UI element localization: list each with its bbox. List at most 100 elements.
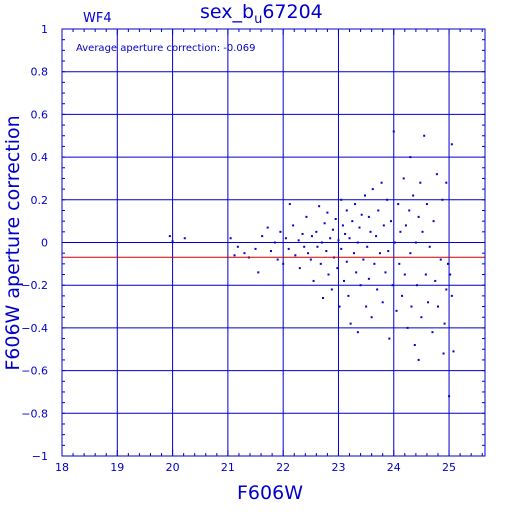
data-point xyxy=(378,252,381,255)
data-point xyxy=(365,305,368,308)
data-point xyxy=(310,235,313,238)
data-point xyxy=(410,305,413,308)
data-point xyxy=(318,205,321,208)
data-point xyxy=(452,350,455,353)
data-point xyxy=(388,337,391,340)
x-tick-label: 19 xyxy=(110,461,124,474)
data-point xyxy=(387,250,390,253)
data-point xyxy=(233,254,236,257)
data-point xyxy=(315,230,318,233)
data-point xyxy=(326,211,329,214)
data-point xyxy=(437,305,439,308)
data-point xyxy=(409,156,412,159)
data-point xyxy=(360,213,363,216)
data-point xyxy=(229,237,232,240)
data-point xyxy=(409,252,412,255)
data-point xyxy=(427,301,430,304)
y-tick-label: −0.6 xyxy=(21,365,48,378)
data-point xyxy=(367,277,370,280)
data-point xyxy=(380,181,383,184)
data-point xyxy=(320,241,323,244)
data-point xyxy=(386,198,389,201)
y-tick-label: 0 xyxy=(41,237,48,250)
data-point xyxy=(415,284,418,287)
data-point xyxy=(309,258,312,261)
data-point xyxy=(373,262,376,265)
data-point xyxy=(338,305,341,308)
y-axis-title: F606W aperture correction xyxy=(2,115,24,370)
data-point xyxy=(352,252,355,255)
data-point xyxy=(330,288,333,291)
y-tick-label: −1 xyxy=(32,450,48,463)
data-point xyxy=(393,241,396,244)
data-point xyxy=(288,203,291,206)
data-point xyxy=(284,237,287,240)
y-tick-label: 0.2 xyxy=(31,194,49,207)
data-point xyxy=(366,245,369,248)
x-tick-label: 21 xyxy=(221,461,235,474)
data-point xyxy=(399,230,402,233)
data-point xyxy=(392,130,395,133)
data-point xyxy=(442,352,445,355)
data-point xyxy=(356,331,359,334)
y-tick-label: 0.6 xyxy=(31,108,49,121)
annotation-average: Average aperture correction: -0.069 xyxy=(76,43,256,54)
data-point xyxy=(337,239,340,242)
data-point xyxy=(348,237,351,240)
chart-title-main: sex_b xyxy=(200,1,254,23)
chart-title-text: sex_bu67204 xyxy=(200,1,323,27)
data-point xyxy=(412,194,415,197)
data-point xyxy=(424,273,427,276)
data-point xyxy=(432,220,435,223)
data-point xyxy=(404,224,407,227)
gridlines xyxy=(62,29,485,456)
data-point xyxy=(331,228,334,231)
panel-label: WF4 xyxy=(83,11,112,26)
data-point xyxy=(171,240,174,243)
y-tick-label: 0.4 xyxy=(31,151,49,164)
data-point xyxy=(336,267,339,270)
plot-frame xyxy=(61,28,486,457)
data-point xyxy=(301,232,304,235)
data-point xyxy=(414,241,417,244)
data-point xyxy=(371,188,374,191)
data-point xyxy=(305,215,308,218)
data-point xyxy=(390,220,392,223)
data-point xyxy=(401,294,404,297)
y-tick-label: −0.4 xyxy=(21,322,48,335)
data-point xyxy=(419,181,422,184)
y-tick-label: −0.2 xyxy=(21,279,48,292)
data-point xyxy=(402,177,405,180)
data-point xyxy=(354,203,357,206)
data-point xyxy=(355,271,358,274)
data-point xyxy=(413,343,416,346)
data-point xyxy=(391,284,394,287)
x-axis-title: F606W xyxy=(237,482,303,504)
data-point xyxy=(364,194,367,197)
data-point xyxy=(397,203,400,206)
data-point xyxy=(279,230,282,233)
data-point xyxy=(434,279,437,282)
data-point xyxy=(375,235,378,238)
chart-title-rest: 67204 xyxy=(262,1,322,23)
data-point xyxy=(294,254,297,257)
data-point xyxy=(298,267,301,270)
data-point xyxy=(381,301,384,304)
data-point xyxy=(323,222,326,225)
data-point xyxy=(168,235,171,238)
data-point xyxy=(345,260,348,263)
data-point xyxy=(319,262,322,265)
data-point xyxy=(282,262,285,265)
x-tick-label: 23 xyxy=(331,461,345,474)
data-point xyxy=(376,288,379,291)
data-point xyxy=(428,245,431,248)
data-point xyxy=(359,284,362,287)
data-point xyxy=(441,198,444,201)
data-point xyxy=(449,273,452,276)
x-tick-label: 18 xyxy=(55,461,69,474)
data-point xyxy=(325,250,328,253)
data-point xyxy=(257,271,260,274)
data-point xyxy=(446,262,449,265)
data-point xyxy=(421,230,424,233)
